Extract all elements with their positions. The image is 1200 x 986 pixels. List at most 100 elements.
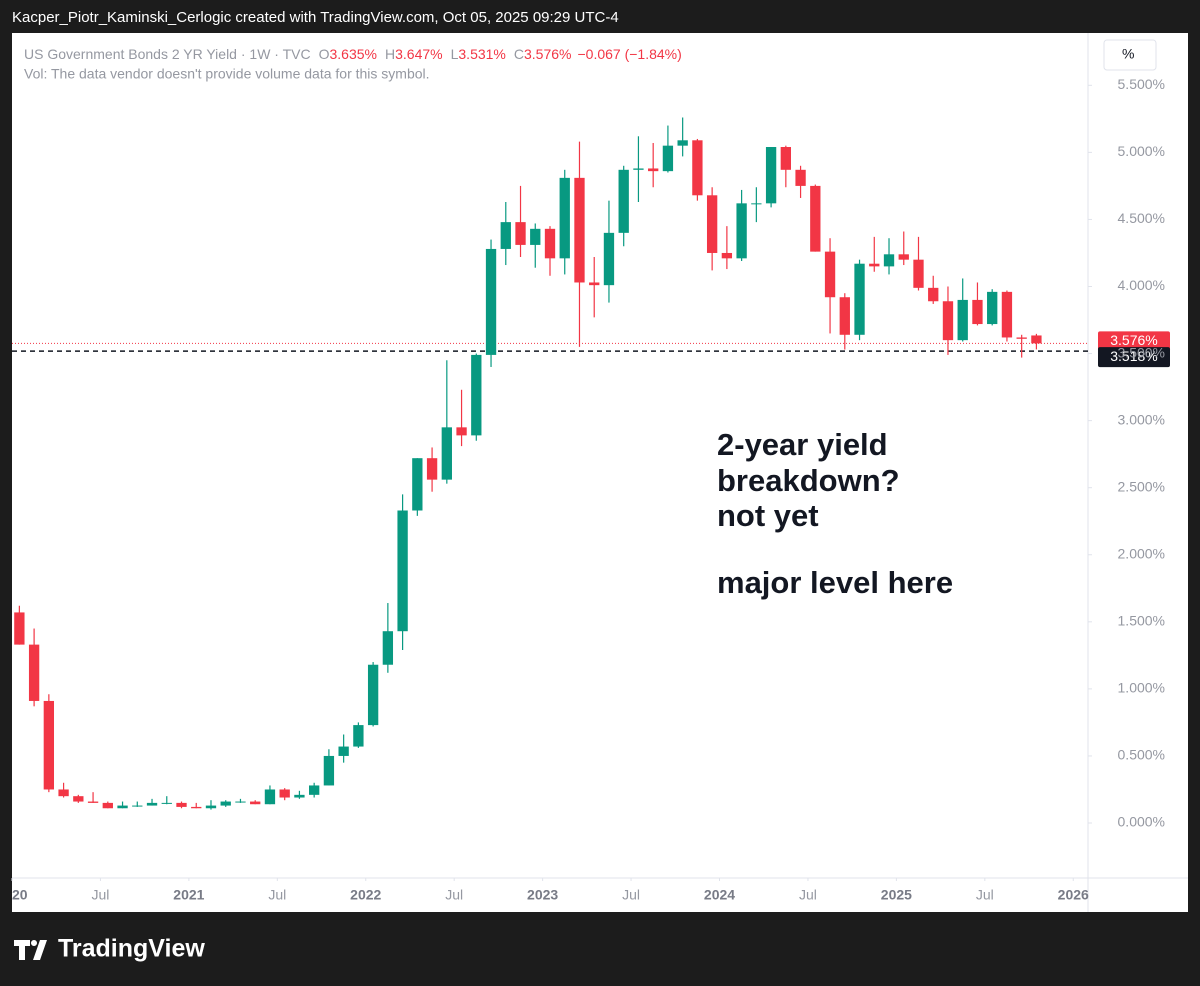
candle-body: [633, 168, 644, 170]
y-tick-label: 2.000%: [1118, 545, 1165, 561]
candle: [854, 259, 865, 341]
candle-body: [367, 664, 379, 726]
candle: [751, 187, 762, 223]
candle-body: [662, 145, 674, 172]
candle: [928, 275, 939, 304]
candle: [485, 239, 497, 367]
price-label-box: [1098, 331, 1170, 352]
brand-logo: [14, 940, 47, 960]
x-tick-label: 2023: [527, 887, 558, 903]
candle: [942, 286, 954, 355]
x-tick-label: 2026: [1058, 887, 1089, 903]
legend-item: 3.531%: [458, 46, 505, 62]
candle-body: [648, 168, 659, 172]
x-tick-label: Jul: [445, 887, 463, 903]
candle: [338, 734, 349, 763]
candle: [367, 662, 379, 727]
unit-button[interactable]: [1103, 39, 1157, 71]
candle: [692, 138, 703, 201]
candle: [73, 794, 84, 803]
candle-body: [1031, 335, 1042, 344]
candle: [662, 125, 674, 173]
volume-note: Vol: The data vendor doesn't provide vol…: [24, 66, 430, 82]
candle: [544, 226, 556, 276]
candle-body: [412, 458, 423, 511]
candle: [309, 782, 320, 798]
candle: [987, 289, 998, 326]
legend-item: −0.067 (−1.84%): [577, 46, 681, 62]
candle: [515, 185, 526, 257]
candle-body: [957, 299, 968, 341]
candle: [58, 782, 69, 798]
candle-body: [485, 248, 497, 355]
candle-body: [87, 801, 99, 803]
legend-item: L: [451, 46, 459, 62]
candle: [706, 187, 718, 271]
y-tick-label: 4.500%: [1118, 210, 1165, 226]
candle-body: [824, 251, 836, 298]
candle-body: [1001, 291, 1013, 338]
annotation-line: not yet: [717, 498, 819, 533]
candle-body: [706, 195, 718, 253]
candle-body: [471, 354, 482, 436]
candle: [957, 278, 968, 342]
x-tick-label: Jul: [268, 887, 286, 903]
candle: [205, 800, 217, 810]
candle: [810, 184, 821, 252]
y-tick-label: 5.000%: [1118, 143, 1165, 159]
candle: [839, 293, 850, 350]
candle: [28, 628, 40, 707]
candle-body: [294, 794, 305, 798]
y-tick-label: 4.000%: [1118, 277, 1165, 293]
candle-body: [456, 427, 467, 436]
price-label-box: [1098, 347, 1170, 368]
candle: [736, 189, 747, 262]
y-tick-label: 0.000%: [1118, 814, 1165, 830]
candle: [869, 236, 880, 272]
candle-body: [515, 222, 526, 245]
candle-body: [28, 644, 40, 701]
unit-label: %: [1122, 46, 1134, 62]
candle-body: [589, 282, 600, 286]
candle: [603, 200, 615, 303]
candle-body: [530, 228, 541, 245]
x-tick-label: Jul: [799, 887, 817, 903]
x-tick-label: Jul: [622, 887, 640, 903]
candle-body: [898, 254, 909, 260]
candle: [824, 238, 836, 334]
candle-body: [972, 299, 983, 325]
candle: [648, 142, 659, 188]
candle: [382, 603, 394, 673]
candle-body: [14, 612, 25, 645]
chart-frame: [12, 33, 1188, 912]
candle: [913, 236, 924, 291]
candle: [279, 788, 290, 801]
y-tick-label: 2.500%: [1118, 478, 1165, 494]
candle: [132, 801, 143, 807]
candle-body: [117, 805, 128, 809]
candle: [412, 458, 423, 516]
candle-body: [692, 140, 703, 196]
candle-body: [426, 458, 438, 480]
candle: [264, 785, 276, 805]
brand-name: TradingView: [58, 935, 205, 963]
candle: [780, 145, 791, 188]
x-tick-label: Jul: [91, 887, 109, 903]
y-tick-label: 1.500%: [1118, 613, 1165, 629]
y-tick-label: 1.000%: [1118, 680, 1165, 696]
candle-body: [235, 801, 246, 803]
candle: [14, 605, 25, 645]
price-label: 3.576%: [1110, 332, 1157, 348]
candle: [721, 226, 733, 270]
plot: [12, 117, 1088, 810]
candle: [294, 790, 305, 799]
candle-body: [574, 177, 585, 283]
price-label: 3.518%: [1110, 348, 1157, 364]
legend-item: 3.635%: [330, 46, 377, 62]
y-tick-label: 5.500%: [1118, 76, 1165, 92]
candle-body: [279, 789, 290, 798]
candle-body: [353, 725, 364, 747]
candle: [87, 792, 99, 803]
candle-body: [751, 203, 762, 205]
